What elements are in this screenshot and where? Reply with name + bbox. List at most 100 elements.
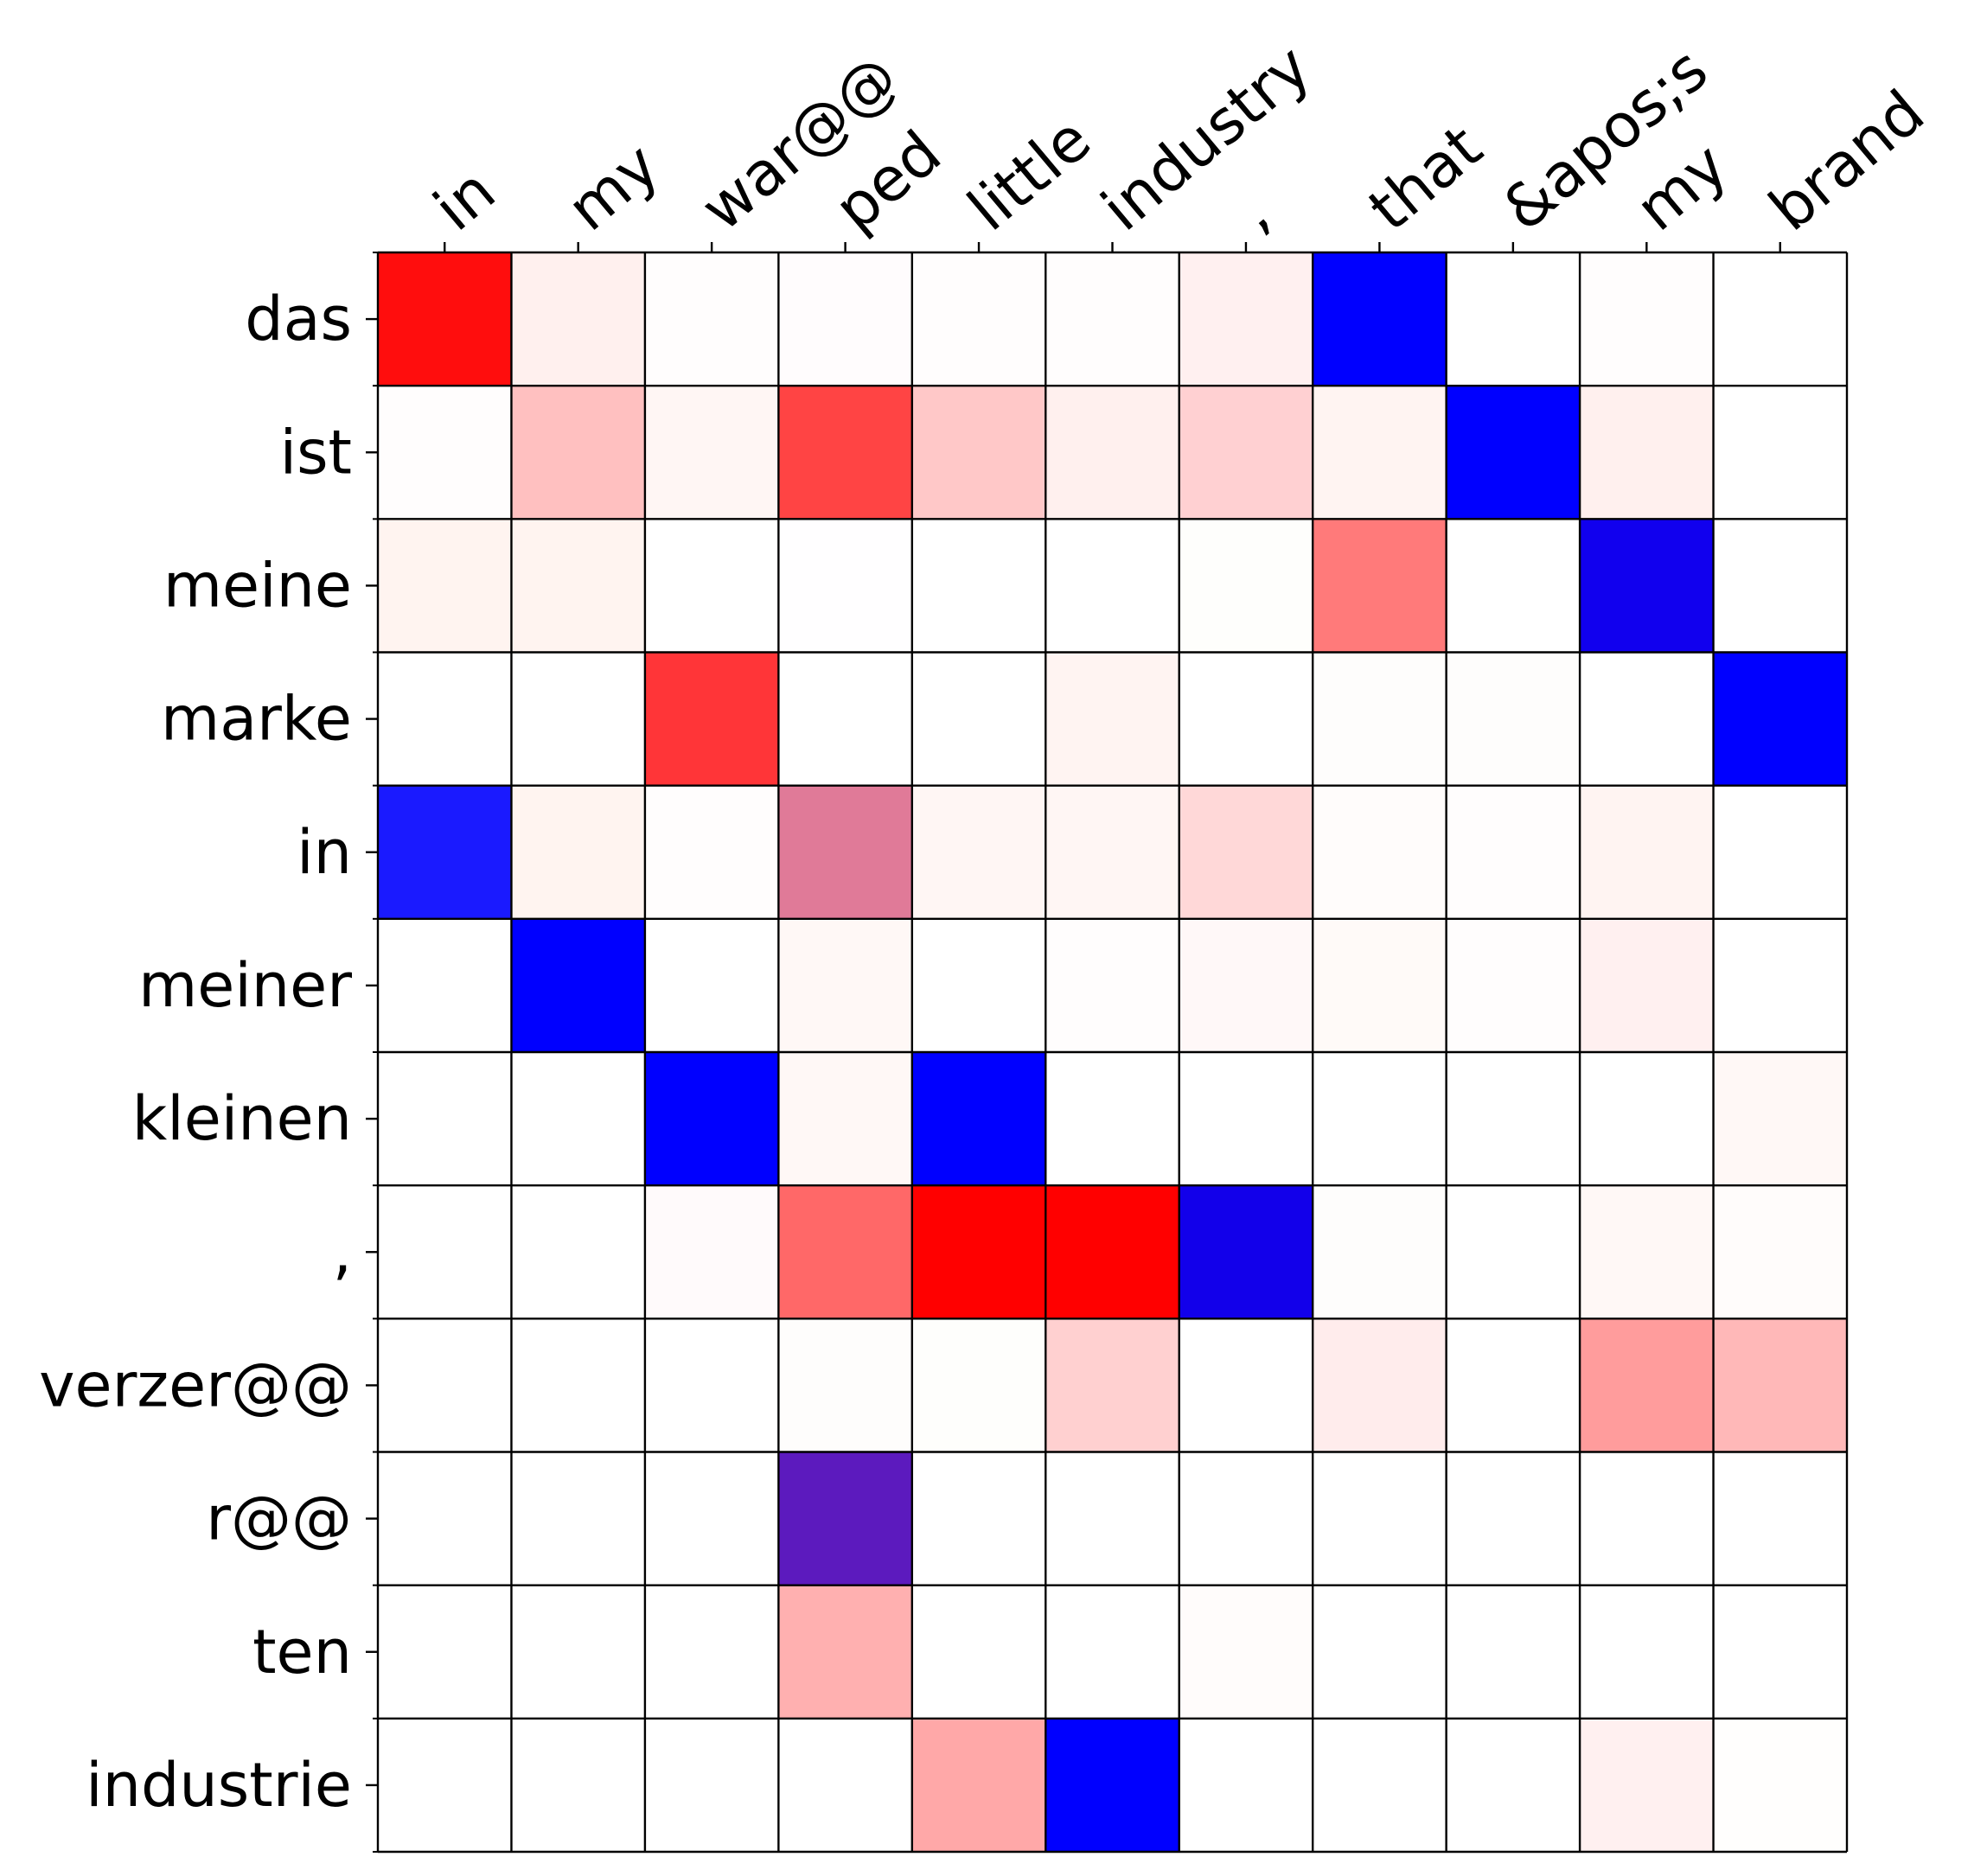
heatmap-cell-0-2 — [644, 252, 779, 386]
heatmap-cell-10-6 — [1179, 1585, 1313, 1719]
heatmap-cell-1-4 — [911, 386, 1046, 520]
heatmap-cell-5-6 — [1179, 918, 1313, 1052]
y-axis-tick-labels: das ist meine marke in meiner kleinen, verzer@@… — [39, 284, 352, 1821]
x-tick-label: my — [554, 130, 673, 245]
heatmap-cell-3-6 — [1179, 652, 1313, 786]
heatmap-cell-0-6 — [1179, 252, 1313, 386]
heatmap-cell-2-10 — [1713, 519, 1847, 653]
heatmap-cell-6-1 — [511, 1052, 645, 1186]
y-tick-label: kleinen — [132, 1083, 352, 1154]
heatmap-cell-3-8 — [1446, 652, 1581, 786]
heatmap-cell-4-9 — [1580, 785, 1714, 919]
heatmap-cell-8-3 — [778, 1318, 912, 1452]
y-tick-label: meine — [163, 550, 352, 621]
heatmap-cell-3-0 — [378, 652, 512, 786]
heatmap-cell-3-9 — [1580, 652, 1714, 786]
heatmap-cell-8-1 — [511, 1318, 645, 1452]
heatmap-cell-5-3 — [778, 918, 912, 1052]
heatmap-cell-5-7 — [1313, 918, 1447, 1052]
heatmap-cell-3-5 — [1045, 652, 1179, 786]
heatmap-cell-5-4 — [911, 918, 1046, 1052]
heatmap-cell-11-10 — [1713, 1718, 1847, 1852]
heatmap-cell-0-8 — [1446, 252, 1581, 386]
x-tick-label: that — [1356, 112, 1496, 245]
heatmap-cell-6-4 — [911, 1052, 1046, 1186]
heatmap-cell-3-7 — [1313, 652, 1447, 786]
heatmap-cell-9-6 — [1179, 1452, 1313, 1586]
heatmap-cell-2-7 — [1313, 519, 1447, 653]
heatmap-cell-1-1 — [511, 386, 645, 520]
heatmap-cell-8-7 — [1313, 1318, 1447, 1452]
heatmap-cell-1-10 — [1713, 386, 1847, 520]
y-tick-label: , — [333, 1216, 352, 1287]
heatmap-cell-0-5 — [1045, 252, 1179, 386]
heatmap-cell-4-4 — [911, 785, 1046, 919]
heatmap-cell-10-1 — [511, 1585, 645, 1719]
heatmap-cell-0-7 — [1313, 252, 1447, 386]
heatmap-cell-3-2 — [644, 652, 779, 786]
heatmap-cell-5-1 — [511, 918, 645, 1052]
x-tick-label: brand — [1756, 76, 1938, 245]
heatmap-cell-7-8 — [1446, 1185, 1581, 1319]
heatmap-cell-4-8 — [1446, 785, 1581, 919]
heatmap-cell-8-10 — [1713, 1318, 1847, 1452]
heatmap-cell-5-10 — [1713, 918, 1847, 1052]
x-tick-label: in — [420, 155, 508, 245]
heatmap-cell-10-3 — [778, 1585, 912, 1719]
x-tick-label: , — [1222, 178, 1282, 245]
y-tick-label: ten — [252, 1617, 352, 1688]
heatmap-cell-2-9 — [1580, 519, 1714, 653]
heatmap-cell-9-8 — [1446, 1452, 1581, 1586]
heatmap-cell-2-3 — [778, 519, 912, 653]
heatmap-cell-10-2 — [644, 1585, 779, 1719]
heatmap-cell-1-9 — [1580, 386, 1714, 520]
x-tick-label: industry — [1089, 31, 1324, 245]
heatmap-cell-7-5 — [1045, 1185, 1179, 1319]
heatmap-cell-4-2 — [644, 785, 779, 919]
heatmap-cell-9-10 — [1713, 1452, 1847, 1586]
y-tick-label: marke — [161, 684, 352, 755]
y-tick-label: ist — [280, 417, 352, 488]
heatmap-cell-11-8 — [1446, 1718, 1581, 1852]
heatmap-cell-10-4 — [911, 1585, 1046, 1719]
heatmap-cell-8-4 — [911, 1318, 1046, 1452]
heatmap-cell-6-0 — [378, 1052, 512, 1186]
heatmap-cell-11-2 — [644, 1718, 779, 1852]
heatmap-cell-8-0 — [378, 1318, 512, 1452]
heatmap-cell-3-1 — [511, 652, 645, 786]
heatmap-cell-0-1 — [511, 252, 645, 386]
heatmap-cell-3-10 — [1713, 652, 1847, 786]
heatmap-cell-11-6 — [1179, 1718, 1313, 1852]
axis-ticks — [366, 242, 1781, 1853]
heatmap-cell-6-2 — [644, 1052, 779, 1186]
heatmap-cell-7-7 — [1313, 1185, 1447, 1319]
heatmap-cell-11-3 — [778, 1718, 912, 1852]
heatmap-cell-1-7 — [1313, 386, 1447, 520]
heatmap-cell-0-9 — [1580, 252, 1714, 386]
heatmap-cell-1-0 — [378, 386, 512, 520]
heatmap-cell-11-7 — [1313, 1718, 1447, 1852]
heatmap-cell-11-4 — [911, 1718, 1046, 1852]
heatmap-cell-1-6 — [1179, 386, 1313, 520]
heatmap-cell-10-10 — [1713, 1585, 1847, 1719]
heatmap-cells — [378, 252, 1847, 1852]
heatmap-cell-8-8 — [1446, 1318, 1581, 1452]
heatmap-cell-8-9 — [1580, 1318, 1714, 1452]
heatmap-cell-4-0 — [378, 785, 512, 919]
heatmap-cell-6-6 — [1179, 1052, 1313, 1186]
heatmap-cell-5-5 — [1045, 918, 1179, 1052]
heatmap-cell-1-2 — [644, 386, 779, 520]
heatmap-cell-6-5 — [1045, 1052, 1179, 1186]
heatmap-cell-6-8 — [1446, 1052, 1581, 1186]
y-tick-label: das — [245, 284, 352, 354]
heatmap-cell-10-0 — [378, 1585, 512, 1719]
heatmap-cell-6-10 — [1713, 1052, 1847, 1186]
heatmap-cell-2-5 — [1045, 519, 1179, 653]
heatmap-cell-2-6 — [1179, 519, 1313, 653]
y-tick-label: industrie — [86, 1750, 352, 1821]
heatmap-cell-9-9 — [1580, 1452, 1714, 1586]
heatmap-cell-4-10 — [1713, 785, 1847, 919]
heatmap-cell-7-1 — [511, 1185, 645, 1319]
